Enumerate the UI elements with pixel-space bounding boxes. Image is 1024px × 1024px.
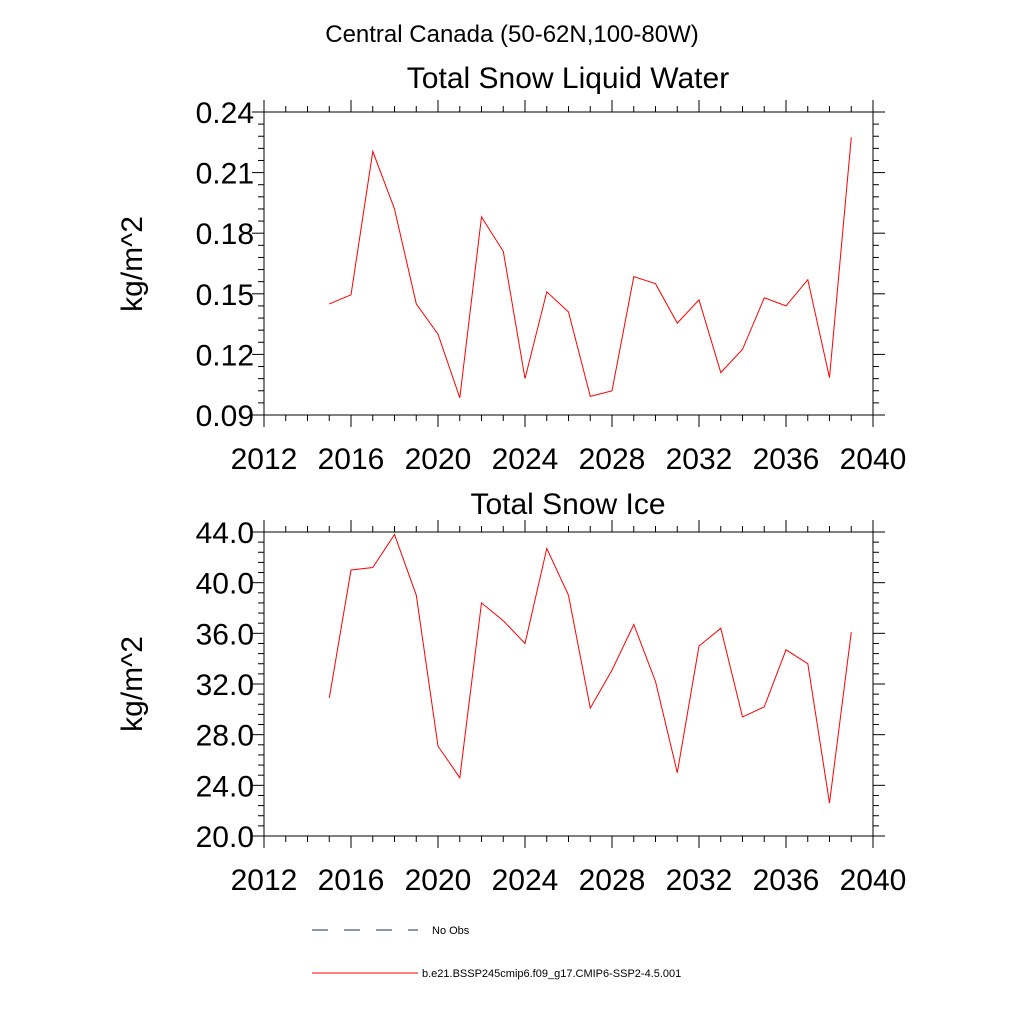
y-axis-label: kg/m^2 — [116, 636, 149, 732]
x-tick-label: 2020 — [405, 864, 472, 897]
y-tick-label: 40.0 — [196, 568, 254, 601]
x-tick-label: 2036 — [753, 864, 820, 897]
y-tick-label: 28.0 — [196, 720, 254, 753]
x-tick-label: 2032 — [666, 864, 733, 897]
legend: No Obs b.e21.BSSP245cmip6.f09_g17.CMIP6-… — [312, 925, 681, 980]
y-tick-label: 0.18 — [196, 218, 254, 251]
panel-title: Total Snow Ice — [470, 488, 665, 521]
x-tick-label: 2012 — [231, 864, 298, 897]
x-tick-label: 2032 — [666, 443, 733, 476]
x-tick-label: 2016 — [318, 864, 385, 897]
x-tick-label: 2012 — [231, 443, 298, 476]
x-tick-label: 2024 — [492, 864, 559, 897]
x-tick-label: 2028 — [579, 443, 646, 476]
y-tick-label: 44.0 — [196, 517, 254, 550]
x-tick-label: 2040 — [840, 864, 907, 897]
x-tick-label: 2040 — [840, 443, 907, 476]
x-tick-label: 2020 — [405, 443, 472, 476]
figure-title: Central Canada (50-62N,100-80W) — [325, 21, 699, 48]
y-axis-label: kg/m^2 — [116, 216, 149, 312]
x-tick-label: 2016 — [318, 443, 385, 476]
y-tick-label: 32.0 — [196, 669, 254, 702]
y-tick-label: 36.0 — [196, 618, 254, 651]
series-line — [329, 137, 852, 398]
y-tick-label: 24.0 — [196, 770, 254, 803]
panel-snow-ice: Total Snow Ice kg/m^2 2012 2016 2020 2024 20… — [116, 488, 906, 897]
y-tick-label: 0.12 — [196, 339, 254, 372]
x-tick-label: 2036 — [753, 443, 820, 476]
x-tick-label: 2024 — [492, 443, 559, 476]
panel-snow-liquid-water: Total Snow Liquid Water kg/m^2 2012 2016 2… — [116, 62, 906, 476]
legend-model-label: b.e21.BSSP245cmip6.f09_g17.CMIP6-SSP2-4.… — [422, 968, 681, 980]
plot-frame — [263, 531, 874, 837]
y-tick-label: 0.21 — [196, 158, 254, 191]
y-tick-label: 0.09 — [196, 400, 254, 433]
panel-title: Total Snow Liquid Water — [407, 62, 729, 95]
y-tick-label: 0.24 — [196, 97, 254, 130]
y-tick-label: 0.15 — [196, 279, 254, 312]
series-line — [328, 533, 852, 804]
y-tick-label: 20.0 — [196, 821, 254, 854]
legend-no-obs-label: No Obs — [432, 925, 470, 937]
x-tick-label: 2028 — [579, 864, 646, 897]
